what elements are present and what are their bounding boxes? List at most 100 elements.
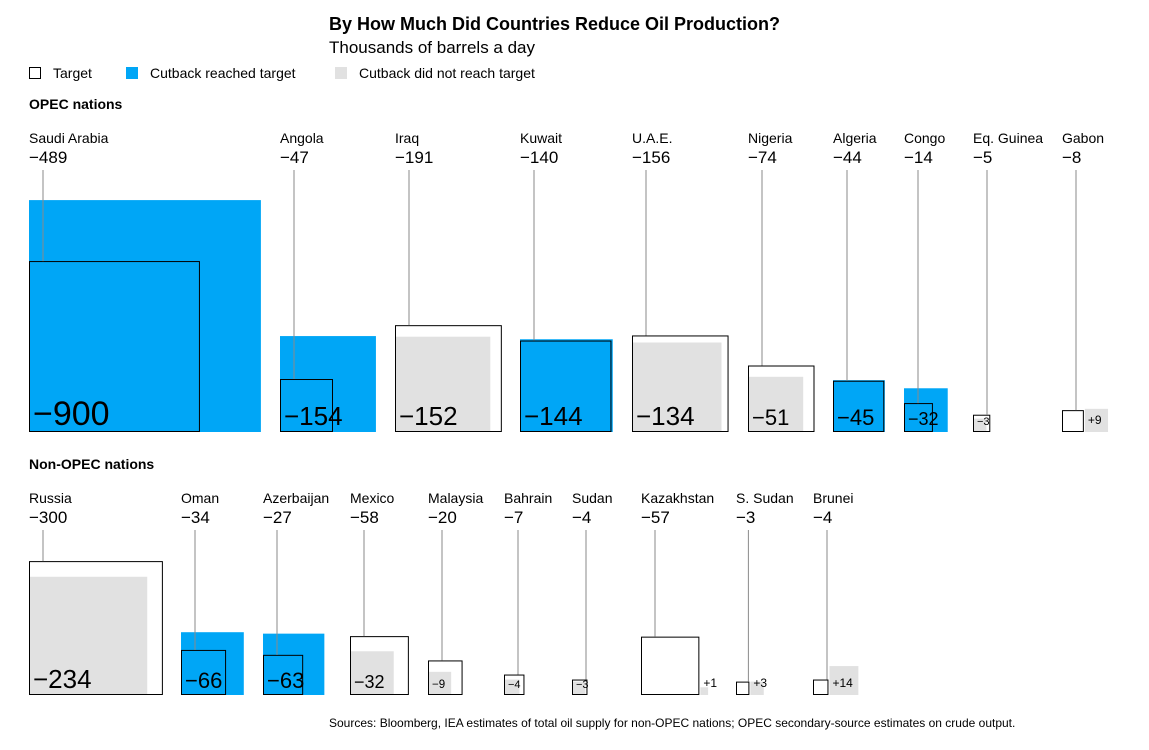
- actual-value-s-sudan: +3: [753, 676, 767, 690]
- actual-value-iraq: −152: [399, 401, 458, 431]
- target-square-congo: [904, 403, 933, 433]
- actual-value-gabon: +9: [1088, 413, 1102, 427]
- chart-subtitle: Thousands of barrels a day: [329, 38, 536, 57]
- actual-square-bahrain: [504, 679, 520, 695]
- actual-square-mexico: [350, 651, 394, 695]
- actual-square-russia: [29, 576, 148, 695]
- target-value-kazakhstan: −57: [641, 508, 670, 527]
- country-label-congo: Congo: [904, 130, 945, 146]
- chart-title: By How Much Did Countries Reduce Oil Pro…: [329, 14, 781, 34]
- country-label-kazakhstan: Kazakhstan: [641, 490, 714, 506]
- country-label-nigeria: Nigeria: [748, 130, 793, 146]
- country-label-brunei: Brunei: [813, 490, 853, 506]
- legend-swatch-target: [29, 67, 41, 79]
- actual-square-oman: [181, 632, 244, 695]
- actual-value-kuwait: −144: [524, 401, 583, 431]
- actual-square-saudi-arabia: [29, 200, 261, 432]
- actual-value-angola: −154: [284, 401, 343, 431]
- country-label-angola: Angola: [280, 130, 324, 146]
- country-label-oman: Oman: [181, 490, 219, 506]
- target-value-sudan: −4: [572, 508, 591, 527]
- target-value-kuwait: −140: [520, 148, 558, 167]
- actual-value-oman: −66: [185, 668, 222, 693]
- actual-value-bahrain: −4: [508, 679, 521, 691]
- legend-swatch-reached: [126, 67, 138, 79]
- target-square-bahrain: [504, 674, 525, 695]
- country-label-russia: Russia: [29, 490, 72, 506]
- target-value-congo: −14: [904, 148, 933, 167]
- target-square-s-sudan: [736, 681, 750, 696]
- opec-section-title: OPEC nations: [29, 96, 123, 112]
- actual-value-sudan: −3: [576, 679, 589, 691]
- target-value-algeria: −44: [833, 148, 862, 167]
- target-value-angola: −47: [280, 148, 309, 167]
- country-label-mexico: Mexico: [350, 490, 395, 506]
- actual-square-brunei: [829, 666, 859, 695]
- target-square-angola: [280, 379, 333, 433]
- target-square-mexico: [350, 636, 409, 695]
- actual-value-algeria: −45: [837, 405, 874, 430]
- legend-label-reached: Cutback reached target: [150, 65, 296, 81]
- target-square-kuwait: [520, 340, 612, 433]
- actual-value-nigeria: −51: [752, 405, 789, 430]
- country-label-u-a-e: U.A.E.: [632, 130, 672, 146]
- target-value-brunei: −4: [813, 508, 832, 527]
- actual-square-malaysia: [428, 671, 452, 695]
- actual-value-brunei: +14: [832, 676, 853, 690]
- country-label-sudan: Sudan: [572, 490, 612, 506]
- actual-square-eq-guinea: [973, 418, 987, 432]
- actual-square-gabon: [1084, 408, 1109, 432]
- actual-value-azerbaijan: −63: [267, 668, 304, 693]
- country-label-algeria: Algeria: [833, 130, 877, 146]
- actual-value-malaysia: −9: [432, 679, 445, 691]
- actual-value-mexico: −32: [354, 672, 385, 692]
- target-square-nigeria: [748, 365, 815, 432]
- target-square-malaysia: [428, 660, 463, 695]
- target-value-gabon: −8: [1062, 148, 1081, 167]
- source-note: Sources: Bloomberg, IEA estimates of tot…: [329, 716, 1016, 730]
- target-value-russia: −300: [29, 508, 67, 527]
- actual-square-nigeria: [748, 376, 804, 432]
- country-label-s-sudan: S. Sudan: [736, 490, 794, 506]
- actual-value-eq-guinea: −3: [977, 416, 990, 428]
- actual-square-s-sudan: [750, 681, 764, 695]
- actual-value-congo: −32: [908, 409, 939, 429]
- target-square-oman: [181, 649, 227, 696]
- target-square-russia: [29, 561, 163, 696]
- target-value-malaysia: −20: [428, 508, 457, 527]
- legend-label-target: Target: [53, 65, 92, 81]
- non-opec-section-title: Non-OPEC nations: [29, 456, 155, 472]
- target-value-bahrain: −7: [504, 508, 523, 527]
- target-square-gabon: [1062, 410, 1084, 433]
- actual-square-kazakhstan: [700, 687, 709, 695]
- actual-square-congo: [904, 388, 948, 432]
- country-label-malaysia: Malaysia: [428, 490, 483, 506]
- country-label-bahrain: Bahrain: [504, 490, 552, 506]
- target-value-iraq: −191: [395, 148, 433, 167]
- actual-square-angola: [280, 336, 376, 432]
- target-value-azerbaijan: −27: [263, 508, 292, 527]
- target-value-nigeria: −74: [748, 148, 777, 167]
- actual-value-kazakhstan: +1: [703, 676, 717, 690]
- actual-square-kuwait: [520, 339, 613, 432]
- country-label-azerbaijan: Azerbaijan: [263, 490, 329, 506]
- target-square-u-a-e: [632, 335, 729, 432]
- target-value-s-sudan: −3: [736, 508, 755, 527]
- country-label-saudi-arabia: Saudi Arabia: [29, 130, 109, 146]
- target-square-sudan: [572, 679, 588, 695]
- target-value-u-a-e: −156: [632, 148, 670, 167]
- target-value-oman: −34: [181, 508, 210, 527]
- target-square-algeria: [833, 380, 885, 432]
- actual-square-sudan: [572, 681, 586, 695]
- actual-square-algeria: [833, 380, 885, 432]
- target-square-saudi-arabia: [29, 261, 200, 432]
- target-square-brunei: [813, 679, 829, 695]
- country-label-gabon: Gabon: [1062, 130, 1104, 146]
- actual-square-azerbaijan: [263, 633, 325, 695]
- actual-value-saudi-arabia: −900: [33, 395, 110, 433]
- country-label-kuwait: Kuwait: [520, 130, 562, 146]
- target-value-saudi-arabia: −489: [29, 148, 67, 167]
- actual-value-u-a-e: −134: [636, 401, 695, 431]
- target-square-iraq: [395, 325, 502, 433]
